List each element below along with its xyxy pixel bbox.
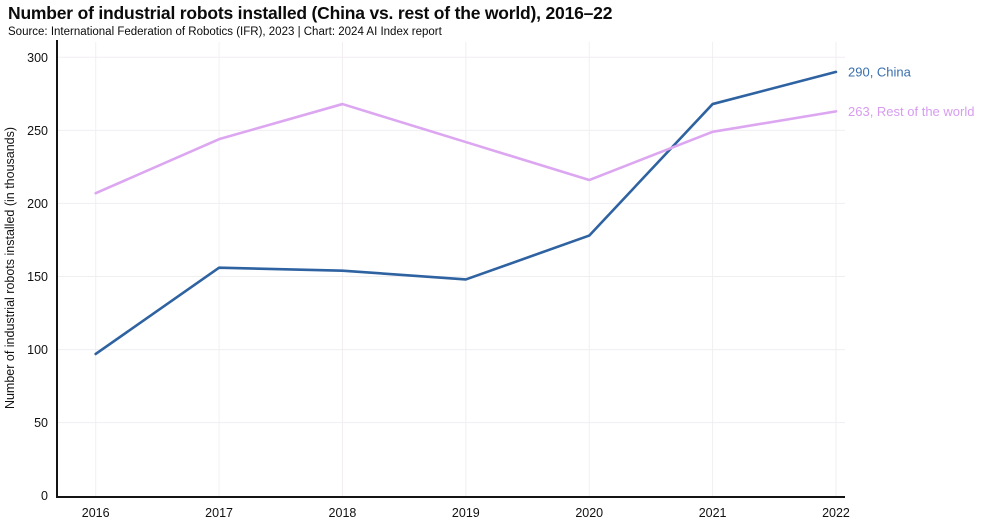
y-tick-label: 150 <box>27 270 48 284</box>
y-tick-label: 200 <box>27 197 48 211</box>
y-tick-label: 100 <box>27 343 48 357</box>
x-tick-label: 2021 <box>699 506 727 520</box>
x-tick-label: 2016 <box>82 506 110 520</box>
chart-source-note: Source: International Federation of Robo… <box>8 26 442 38</box>
y-tick-label: 250 <box>27 124 48 138</box>
y-tick-label: 300 <box>27 51 48 65</box>
x-tick-label: 2017 <box>205 506 233 520</box>
y-tick-label: 0 <box>41 489 48 503</box>
rest-of-the-world-end-label: 263, Rest of the world <box>848 104 974 119</box>
y-axis-title: Number of industrial robots installed (i… <box>3 127 17 409</box>
chart-title: Number of industrial robots installed (C… <box>8 3 613 23</box>
x-tick-label: 2019 <box>452 506 480 520</box>
rest-of-the-world-line <box>94 102 838 195</box>
china-end-label: 290, China <box>848 64 912 79</box>
x-tick-label: 2020 <box>575 506 603 520</box>
x-tick-label: 2018 <box>329 506 357 520</box>
china-line <box>94 70 838 356</box>
y-tick-label: 50 <box>34 416 48 430</box>
x-tick-label: 2022 <box>822 506 850 520</box>
